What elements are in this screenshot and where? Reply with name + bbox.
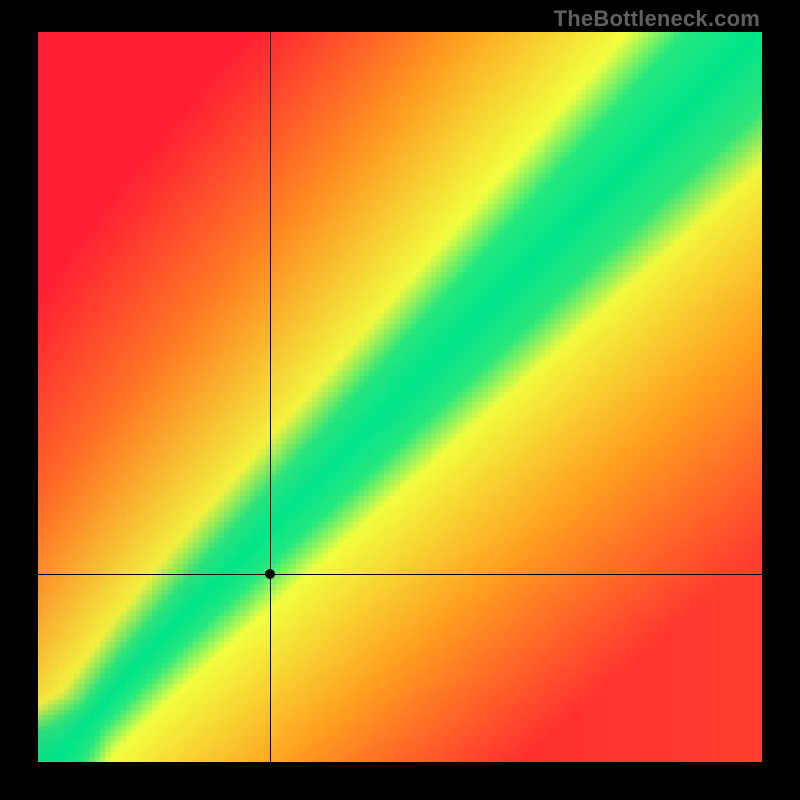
- chart-container: TheBottleneck.com: [0, 0, 800, 800]
- marker-dot: [265, 569, 275, 579]
- plot-area: [38, 32, 762, 762]
- crosshair-vertical: [270, 32, 271, 762]
- crosshair-horizontal: [38, 574, 762, 575]
- heatmap-canvas: [38, 32, 762, 762]
- watermark-text: TheBottleneck.com: [554, 6, 760, 32]
